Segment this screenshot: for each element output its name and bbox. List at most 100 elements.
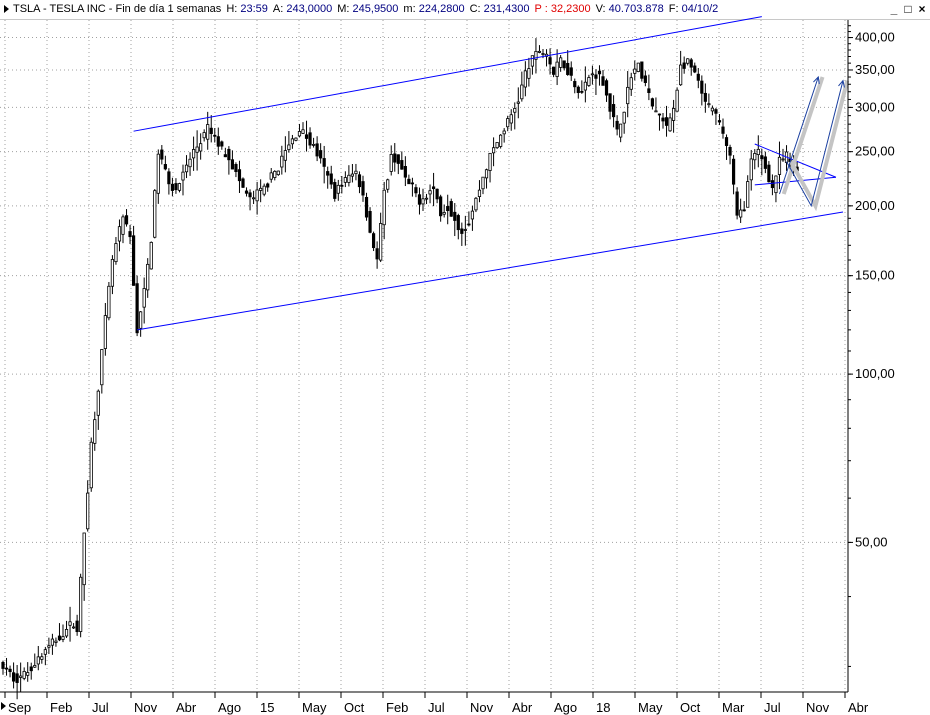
candle xyxy=(82,532,86,601)
maximize-icon[interactable]: □ xyxy=(904,2,912,16)
candle xyxy=(686,58,690,66)
candle xyxy=(79,573,83,638)
candle xyxy=(244,187,249,197)
candle xyxy=(100,349,104,394)
candle xyxy=(707,93,711,108)
candle xyxy=(283,136,287,173)
candle xyxy=(22,667,26,681)
candle xyxy=(237,160,242,194)
candle xyxy=(446,194,450,225)
candle xyxy=(488,152,492,183)
candle xyxy=(107,281,111,321)
y-tick-label: 50,00 xyxy=(855,534,888,549)
candlestick-series xyxy=(1,38,799,700)
candle xyxy=(636,62,640,73)
candle xyxy=(417,187,422,215)
candle xyxy=(29,662,33,680)
header-field-value: 243,0000 xyxy=(286,3,333,15)
candle xyxy=(386,178,390,193)
candle xyxy=(693,62,697,74)
candle xyxy=(259,179,263,203)
candle xyxy=(216,127,220,155)
x-tick-label: May xyxy=(302,700,327,715)
candle xyxy=(1,660,5,675)
header-field-value: 04/10/2 xyxy=(681,3,719,15)
candle xyxy=(671,99,676,133)
x-axis: Sep Feb Jul Nov Abr Ago 15 May Oct Feb Jul Nov Abr Ag… xyxy=(4,692,869,715)
candle xyxy=(135,275,139,337)
candle xyxy=(647,74,651,101)
candle xyxy=(131,225,136,286)
candle xyxy=(615,115,619,136)
candle xyxy=(33,653,37,668)
candle xyxy=(396,154,400,175)
candle xyxy=(110,255,115,295)
candle xyxy=(47,637,51,655)
candle xyxy=(495,142,499,150)
header-field-label: m: xyxy=(403,3,419,15)
candle xyxy=(491,137,496,167)
candle xyxy=(156,149,160,204)
x-tick-label: 15 xyxy=(260,700,274,715)
candle xyxy=(428,184,432,204)
header-field: m: 224,2800 xyxy=(403,0,464,19)
candle xyxy=(163,155,167,171)
y-tick-label: 400,00 xyxy=(855,30,895,45)
candle xyxy=(594,69,598,96)
header-field-label: F: xyxy=(668,3,682,15)
x-tick-label: Jul xyxy=(92,700,109,715)
candle xyxy=(703,83,707,113)
candle xyxy=(15,665,19,700)
y-tick-label: 100,00 xyxy=(855,366,895,381)
projection-arrowhead-icon xyxy=(838,79,845,88)
candle xyxy=(40,653,44,664)
candle xyxy=(626,71,630,118)
candle xyxy=(509,109,513,131)
candle xyxy=(474,196,478,213)
candle xyxy=(548,48,552,75)
chart-menu-arrow-icon[interactable] xyxy=(4,5,9,13)
header-field-label: A: xyxy=(272,3,287,15)
candle xyxy=(460,222,464,246)
header-field: P : 32,2300 xyxy=(535,0,591,19)
scroll-left-arrow-icon[interactable] xyxy=(1,702,6,710)
candle xyxy=(657,113,662,131)
candle xyxy=(11,662,16,689)
candle xyxy=(191,136,196,171)
candle xyxy=(668,113,672,132)
candle xyxy=(601,70,605,86)
x-tick-label: Oct xyxy=(344,700,365,715)
close-icon[interactable]: × xyxy=(918,2,926,16)
candle xyxy=(329,165,333,189)
candle xyxy=(516,87,520,119)
candle xyxy=(523,61,527,97)
candle xyxy=(199,133,203,160)
minimize-icon[interactable]: _ xyxy=(890,2,898,16)
candle xyxy=(689,57,693,76)
candle xyxy=(484,168,489,189)
x-tick-label: Feb xyxy=(50,700,72,715)
candle xyxy=(167,168,171,195)
candle xyxy=(456,213,460,240)
x-tick-label: Oct xyxy=(680,700,701,715)
candle xyxy=(71,623,76,629)
y-tick-label: 350,00 xyxy=(855,62,895,77)
y-tick-label: 250,00 xyxy=(855,144,895,159)
candle xyxy=(566,50,570,76)
x-tick-label: 18 xyxy=(596,700,610,715)
candle xyxy=(276,170,280,176)
candle xyxy=(449,198,453,217)
candle xyxy=(174,178,178,194)
ohlc-fields: H: 23:59 A: 243,0000 M: 245,9500 m: 224,280… xyxy=(226,3,723,15)
candle xyxy=(431,172,436,207)
candle xyxy=(319,143,323,164)
candle xyxy=(273,170,277,181)
channel-lower-line xyxy=(137,211,844,331)
candle xyxy=(763,151,767,174)
candle xyxy=(195,130,199,171)
header-field: C: 231,4300 xyxy=(470,0,530,19)
candle xyxy=(361,175,365,202)
candle xyxy=(749,149,753,191)
candle xyxy=(580,80,584,94)
candle xyxy=(717,114,722,126)
